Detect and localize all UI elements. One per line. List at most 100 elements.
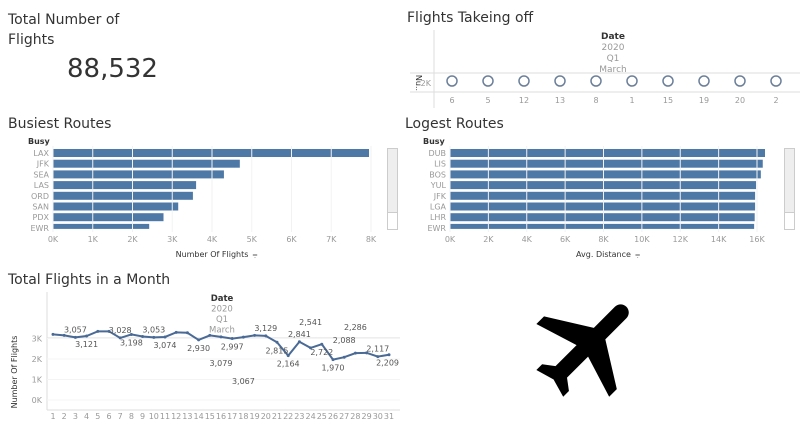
data-point (163, 335, 167, 339)
data-point (241, 335, 245, 339)
busiest-scrollbar[interactable] (387, 148, 398, 230)
category-label: LIS (434, 160, 446, 169)
bar (53, 213, 164, 222)
data-point (174, 330, 178, 334)
x-tick: 13 (182, 412, 192, 421)
x-tick: 3 (73, 412, 78, 421)
category-label: BOS (429, 170, 446, 179)
bar (53, 159, 240, 168)
x-tick: 10 (149, 412, 159, 421)
data-point (590, 75, 602, 87)
x-tick: 12 (519, 96, 529, 105)
data-point (107, 329, 111, 333)
data-point (141, 334, 145, 338)
data-label: 3,028 (109, 326, 132, 335)
sort-icon: ⩦ (252, 250, 257, 260)
y-tick: 2K (421, 79, 432, 88)
x-tick: 26 (328, 412, 338, 421)
x-tick: 8K (366, 235, 377, 244)
x-tick: 28 (350, 412, 360, 421)
data-label: 2,164 (277, 360, 300, 369)
category-label: LGA (430, 203, 447, 212)
data-label: 2,841 (288, 330, 311, 339)
x-tick: 6 (106, 412, 111, 421)
data-point (286, 354, 290, 358)
data-label: 3,129 (254, 324, 277, 333)
data-point (770, 75, 782, 87)
data-point (376, 355, 380, 359)
category-label: JFK (36, 160, 50, 169)
header-label: 2020 (211, 305, 233, 315)
bar (450, 170, 761, 179)
x-tick: 21 (272, 412, 282, 421)
category-label: YUL (430, 181, 447, 190)
dimension-label: Busy (28, 137, 51, 146)
data-point (365, 351, 369, 355)
data-label: 2,286 (344, 323, 367, 332)
data-point (353, 351, 357, 355)
data-point (208, 333, 212, 337)
x-tick: 19 (699, 96, 709, 105)
data-point (62, 333, 66, 337)
data-label: 3,067 (232, 377, 255, 386)
longest-scrollbar[interactable] (784, 148, 795, 230)
x-tick: 3K (167, 235, 178, 244)
busiest-title: Busiest Routes (8, 116, 112, 132)
data-point (185, 331, 189, 335)
data-label: 2,541 (299, 318, 322, 327)
bar (53, 170, 224, 179)
x-tick: 8 (129, 412, 134, 421)
x-axis-label: Number Of Flights (176, 250, 249, 259)
data-point (230, 337, 234, 341)
x-tick: 31 (384, 412, 394, 421)
bar (53, 181, 197, 190)
x-tick: 1 (629, 96, 634, 105)
takeoff-title: Flights Takeing off (407, 10, 534, 26)
x-tick: 4K (207, 235, 218, 244)
data-label: 2,930 (187, 344, 210, 353)
data-point (264, 334, 268, 338)
data-point (297, 340, 301, 344)
category-label: JFK (433, 192, 447, 201)
header-label: Q1 (607, 54, 620, 64)
kpi-title: Total Number of Flights (8, 12, 120, 48)
x-tick: 12K (673, 235, 689, 244)
data-label: 3,121 (75, 340, 98, 349)
x-tick: 14 (194, 412, 204, 421)
data-point (482, 75, 494, 87)
data-label: 3,053 (142, 325, 165, 334)
data-point (219, 335, 223, 339)
data-point (51, 332, 55, 336)
bar (450, 223, 755, 229)
data-point (698, 75, 710, 87)
y-tick: 0K (32, 396, 43, 405)
data-point (626, 75, 638, 87)
data-label: 2,117 (366, 345, 389, 354)
x-tick: 5 (485, 96, 490, 105)
category-label: EWR (427, 224, 446, 233)
x-tick: 18 (238, 412, 248, 421)
bar (53, 223, 150, 229)
y-axis-label: Number Of Flights (10, 336, 19, 409)
x-tick: 4K (522, 235, 533, 244)
x-tick: 17 (227, 412, 237, 421)
data-point (734, 75, 746, 87)
data-label: 3,079 (210, 359, 233, 368)
data-point (662, 75, 674, 87)
data-point (253, 333, 257, 337)
sort-icon: ⩦ (635, 250, 640, 260)
x-tick: 19 (250, 412, 260, 421)
bar (450, 149, 765, 157)
x-tick: 16K (749, 235, 765, 244)
line-title: Total Flights in a Month (8, 272, 171, 288)
category-label: PDX (33, 213, 50, 222)
x-tick: 15 (663, 96, 673, 105)
x-tick: 0K (445, 235, 456, 244)
data-point (387, 353, 391, 357)
x-tick: 25 (317, 412, 327, 421)
dimension-label: Busy (423, 137, 446, 146)
data-point (342, 355, 346, 359)
bar (53, 202, 179, 211)
